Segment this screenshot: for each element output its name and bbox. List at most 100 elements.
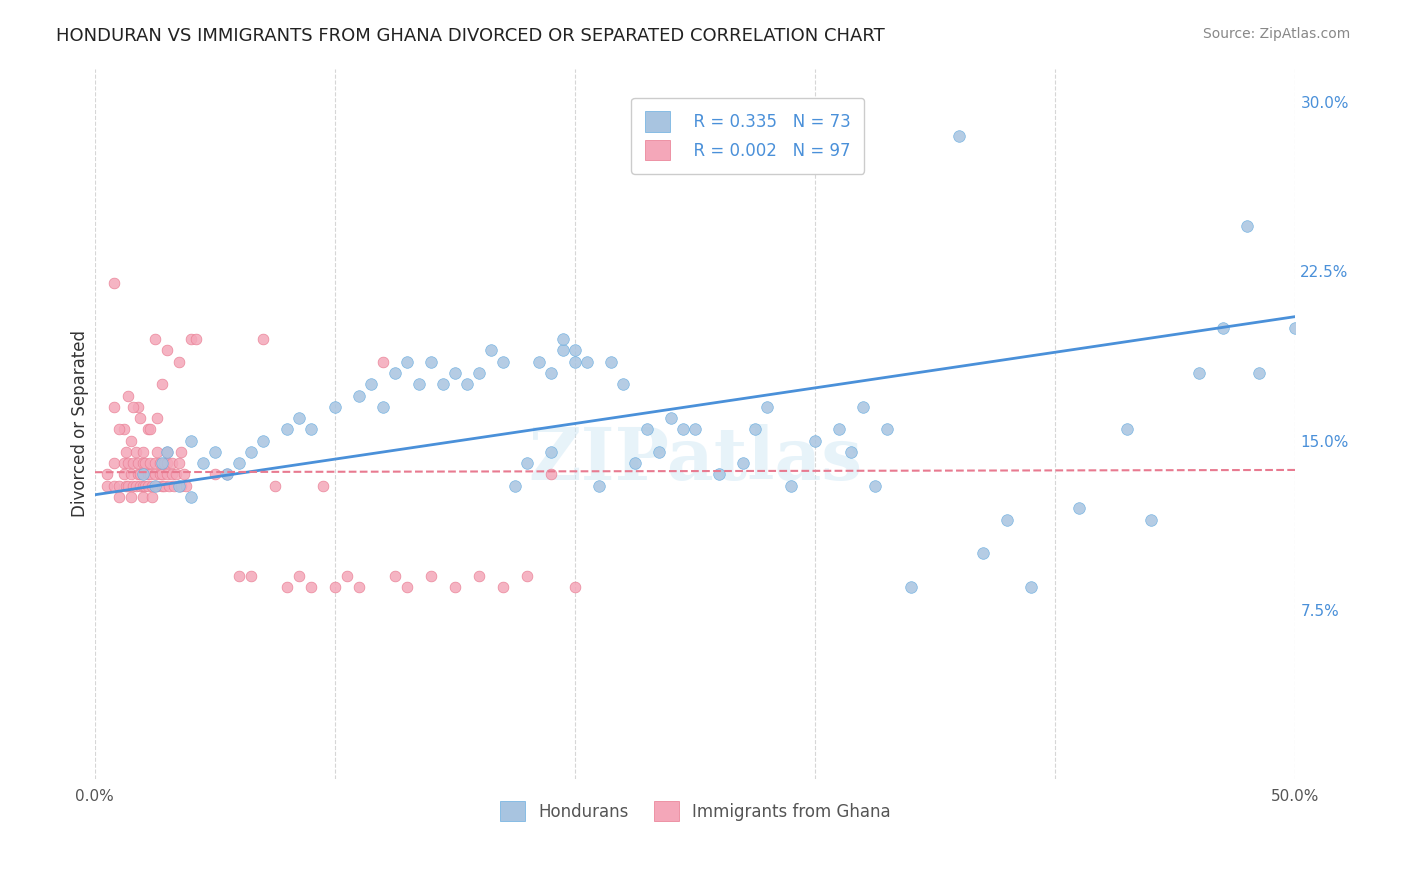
Point <box>420 354 443 368</box>
Point <box>136 422 159 436</box>
Point <box>215 467 238 482</box>
Point <box>143 456 166 470</box>
Point <box>503 479 526 493</box>
Point <box>384 569 406 583</box>
Point <box>479 343 502 358</box>
Point <box>112 467 135 482</box>
Point <box>444 580 467 594</box>
Point <box>143 332 166 346</box>
Point <box>156 445 179 459</box>
Point <box>636 422 658 436</box>
Point <box>167 354 190 368</box>
Point <box>170 445 193 459</box>
Point <box>516 569 538 583</box>
Point <box>180 332 202 346</box>
Point <box>136 479 159 493</box>
Point <box>1116 422 1139 436</box>
Point <box>129 467 152 482</box>
Point <box>122 456 145 470</box>
Point <box>863 479 886 493</box>
Point <box>139 456 162 470</box>
Point <box>156 445 179 459</box>
Point <box>420 569 443 583</box>
Point <box>659 411 682 425</box>
Point <box>108 422 131 436</box>
Point <box>115 479 138 493</box>
Point <box>1069 501 1091 516</box>
Point <box>551 343 574 358</box>
Point <box>160 467 183 482</box>
Point <box>323 400 346 414</box>
Legend: Hondurans, Immigrants from Ghana: Hondurans, Immigrants from Ghana <box>486 788 904 835</box>
Point <box>120 490 142 504</box>
Point <box>780 479 803 493</box>
Point <box>564 354 586 368</box>
Point <box>527 354 550 368</box>
Point <box>347 580 370 594</box>
Point <box>157 479 180 493</box>
Point <box>432 377 454 392</box>
Point <box>173 467 195 482</box>
Point <box>371 400 394 414</box>
Point <box>683 422 706 436</box>
Point <box>184 332 207 346</box>
Point <box>127 456 149 470</box>
Point <box>672 422 695 436</box>
Point <box>371 354 394 368</box>
Point <box>146 479 169 493</box>
Point <box>492 354 515 368</box>
Point <box>744 422 766 436</box>
Point <box>127 400 149 414</box>
Point <box>122 479 145 493</box>
Point <box>540 467 562 482</box>
Point <box>132 456 155 470</box>
Point <box>134 479 156 493</box>
Point <box>804 434 827 448</box>
Point <box>444 366 467 380</box>
Point <box>239 569 262 583</box>
Point <box>112 456 135 470</box>
Point <box>96 479 118 493</box>
Point <box>576 354 599 368</box>
Point <box>156 467 179 482</box>
Point <box>540 445 562 459</box>
Point <box>180 490 202 504</box>
Point <box>756 400 779 414</box>
Point <box>132 479 155 493</box>
Point <box>564 343 586 358</box>
Point <box>707 467 730 482</box>
Point <box>156 343 179 358</box>
Point <box>252 434 274 448</box>
Point <box>288 411 311 425</box>
Point <box>149 467 172 482</box>
Point <box>948 129 970 144</box>
Text: Source: ZipAtlas.com: Source: ZipAtlas.com <box>1202 27 1350 41</box>
Point <box>136 467 159 482</box>
Point <box>1140 512 1163 526</box>
Point <box>395 580 418 594</box>
Point <box>129 479 152 493</box>
Point <box>165 467 187 482</box>
Point <box>733 456 755 470</box>
Point <box>134 456 156 470</box>
Point <box>972 546 994 560</box>
Point <box>146 411 169 425</box>
Point <box>588 479 610 493</box>
Point <box>108 490 131 504</box>
Point <box>153 456 176 470</box>
Point <box>551 332 574 346</box>
Point <box>146 445 169 459</box>
Point <box>276 422 298 436</box>
Point <box>1021 580 1043 594</box>
Point <box>170 479 193 493</box>
Point <box>167 479 190 493</box>
Point <box>103 479 125 493</box>
Point <box>347 388 370 402</box>
Point <box>156 456 179 470</box>
Point <box>103 400 125 414</box>
Point <box>312 479 335 493</box>
Point <box>828 422 851 436</box>
Point <box>141 479 163 493</box>
Point <box>395 354 418 368</box>
Point <box>264 479 287 493</box>
